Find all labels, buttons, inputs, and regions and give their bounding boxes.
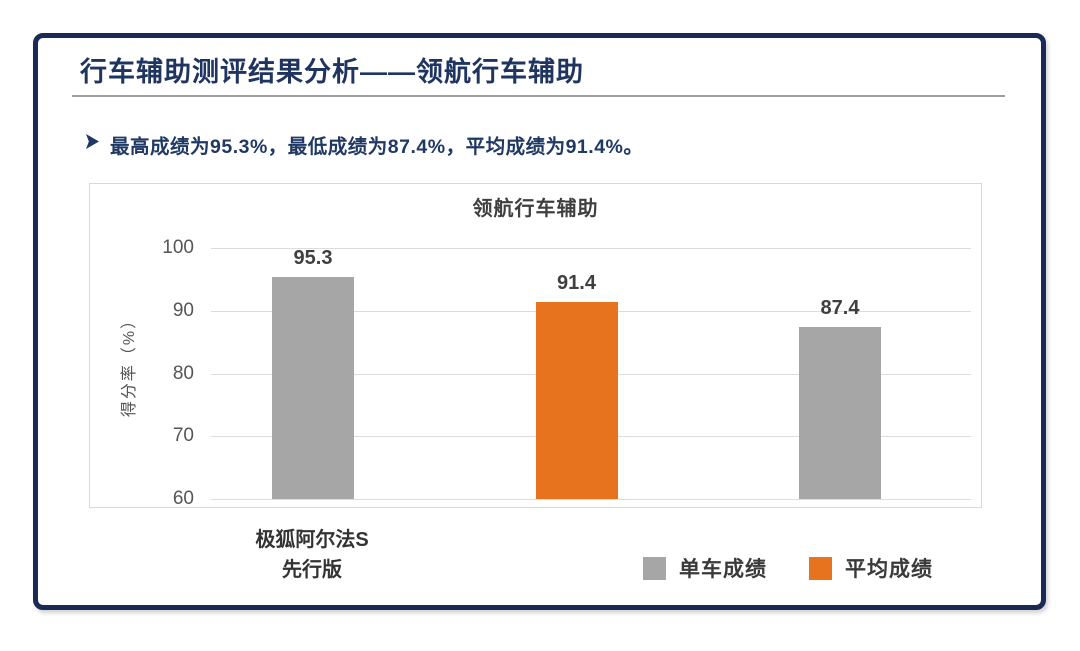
y-axis-title: 得分率（%） <box>121 310 138 418</box>
legend-swatch <box>809 556 832 580</box>
legend-item: 单车成绩 <box>643 553 767 583</box>
gridline <box>211 248 971 249</box>
arrowhead-right-icon <box>86 134 99 149</box>
legend-label: 单车成绩 <box>679 558 767 581</box>
legend-swatch <box>643 556 666 580</box>
legend-label: 平均成绩 <box>845 558 933 581</box>
y-tick-label: 60 <box>172 488 194 509</box>
bar-value-label: 87.4 <box>820 297 860 320</box>
gridline <box>211 499 971 500</box>
title-underline <box>72 95 1005 97</box>
slide-title: 行车辅助测评结果分析——领航行车辅助 <box>80 57 584 87</box>
legend-item: 平均成绩 <box>809 553 933 583</box>
bar-value-label: 95.3 <box>293 247 333 270</box>
y-tick-label: 80 <box>172 362 194 384</box>
y-tick-label: 70 <box>172 425 194 447</box>
bar-单车成绩 <box>272 277 354 499</box>
summary-text: 最高成绩为95.3%，最低成绩为87.4%，平均成绩为91.4%。 <box>110 136 644 158</box>
y-tick-label: 90 <box>172 299 194 321</box>
summary-bullet: 最高成绩为95.3%，最低成绩为87.4%，平均成绩为91.4%。 <box>86 130 643 159</box>
chart-title: 领航行车辅助 <box>472 198 599 220</box>
bar-单车成绩 <box>799 327 881 499</box>
bar-value-label: 91.4 <box>557 271 596 294</box>
slide-card: 行车辅助测评结果分析——领航行车辅助 最高成绩为95.3%，最低成绩为87.4%… <box>33 33 1046 610</box>
category-label: 极狐阿尔法S 先行版 <box>255 529 369 581</box>
chart-legend: 单车成绩 平均成绩 <box>643 553 933 583</box>
bar-平均成绩 <box>535 301 618 499</box>
y-tick-label: 100 <box>162 237 194 258</box>
chart-panel: 领航行车辅助 得分率（%） 100 90 80 70 60 95.3 91.4 87.4 <box>89 183 982 509</box>
